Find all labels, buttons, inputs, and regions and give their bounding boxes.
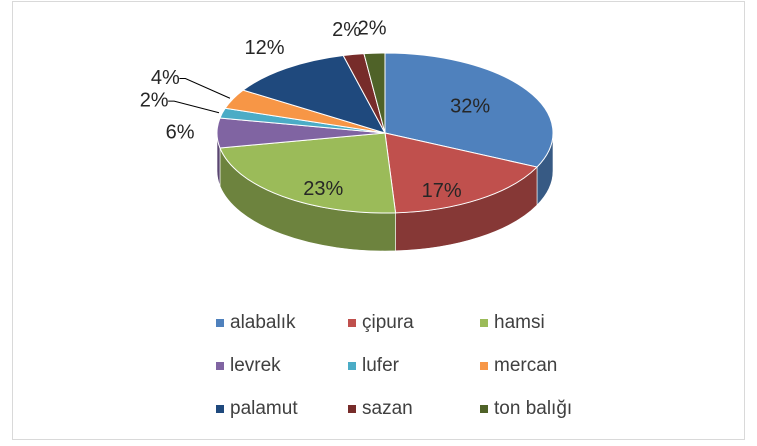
- leader-line: [168, 100, 220, 114]
- data-label: 17%: [422, 180, 462, 202]
- data-label: 6%: [166, 121, 195, 143]
- data-label: 12%: [245, 37, 285, 59]
- legend-swatch: [480, 319, 488, 327]
- legend-label: sazan: [362, 398, 413, 419]
- slice: [219, 132, 397, 214]
- slice: [242, 54, 387, 134]
- legend-label: lufer: [362, 355, 400, 376]
- legend-swatch: [348, 405, 356, 413]
- slice: [384, 132, 539, 214]
- data-label: 32%: [450, 96, 490, 118]
- legend-swatch: [216, 319, 224, 327]
- legend-swatch: [348, 362, 356, 370]
- legend-label: hamsi: [494, 312, 545, 333]
- legend-label: palamut: [230, 398, 298, 419]
- legend-swatch: [348, 319, 356, 327]
- legend-swatch: [480, 405, 488, 413]
- data-label: 4%: [151, 67, 180, 89]
- legend-swatch: [480, 362, 488, 370]
- legend-swatch: [216, 362, 224, 370]
- legend-label: mercan: [494, 355, 557, 376]
- legend-label: levrek: [230, 355, 281, 376]
- legend-label: alabalık: [230, 312, 296, 333]
- slice: [363, 52, 386, 134]
- legend-swatch: [216, 405, 224, 413]
- slice: [384, 52, 554, 168]
- data-label: 2%: [332, 19, 361, 41]
- data-label: 2%: [358, 17, 387, 39]
- data-label: 23%: [303, 178, 343, 200]
- legend-label: çipura: [362, 312, 414, 333]
- data-label: 2%: [140, 89, 169, 111]
- legend-label: ton balığı: [494, 398, 572, 419]
- leader-line: [179, 78, 231, 99]
